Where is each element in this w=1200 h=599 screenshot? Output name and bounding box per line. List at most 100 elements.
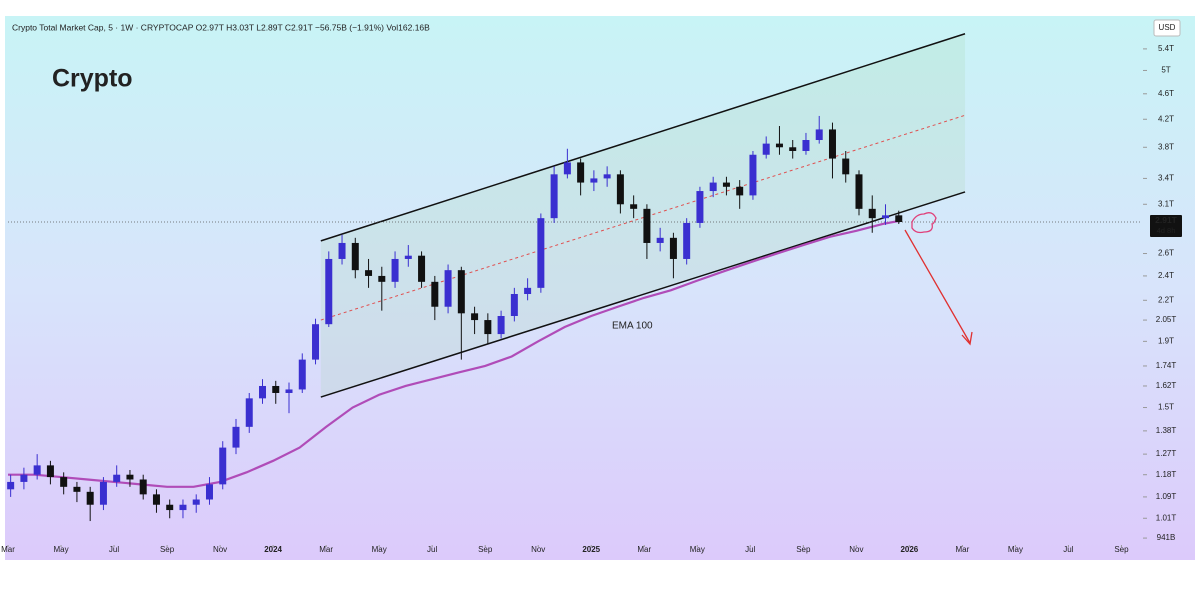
candle-body [815,129,823,141]
candle-body [457,270,465,314]
candle-body [351,242,359,271]
candle-body [683,222,691,259]
candle-body [603,174,611,179]
candle-body [537,218,545,288]
candle-body [510,294,518,317]
candle-body [775,143,783,148]
candle-body [736,186,744,196]
candle-body [232,426,240,448]
last-price-box [1150,214,1182,237]
background [5,16,1195,560]
candle-body [484,320,492,335]
arrow-head [961,331,973,346]
currency-box [1153,19,1181,37]
candle-body [497,316,505,335]
candle-body [245,398,253,427]
x-tick-label: Jul [1063,545,1073,554]
candle-body [99,481,107,505]
x-tick-label: Jul [745,545,755,554]
candle-body [762,143,770,155]
candle-body [338,242,346,259]
x-tick-label: Jul [109,545,119,554]
x-tick-label: Nov [849,545,863,554]
candle-body [577,162,585,183]
x-tick-label: Mar [1,545,15,554]
candle-body [550,174,558,219]
candle-body [46,465,54,478]
ema-line [8,219,899,488]
candle-body [563,162,571,175]
channel-upper [320,33,966,242]
candle-body [7,481,15,490]
y-tick-label: 2.6T [1158,249,1174,258]
y-tick-label: 4.2T [1158,114,1174,123]
plot: 5.4T 5T 4.6T 4.2T 3.8T 3.4T 3.1T 2.6T 2.4T 2.2T 2.… [1,33,1182,554]
candle-body [669,237,677,259]
channel-fill [320,33,966,398]
candle-body [126,474,134,480]
y-tick-label: 5T [1161,66,1170,75]
y-tick-label: 2.2T [1158,295,1174,304]
y-tick-label: 1.01T [1156,513,1177,522]
candle-body [219,447,227,485]
candle-body [696,191,704,223]
y-tick-label: 3.4T [1158,174,1174,183]
x-tick-label: 2024 [264,545,282,554]
candle-body [391,258,399,282]
candle-body [73,486,81,492]
x-tick-label: Jul [427,545,437,554]
x-tick-label: May [372,545,387,554]
x-tick-label: Sep [160,545,175,554]
candle-body [895,215,903,222]
y-tick-label: 1.27T [1156,449,1177,458]
candle-body [789,147,797,151]
x-tick-label: May [53,545,68,554]
header: Crypto Total Market Cap, 5 · 1W · CRYPTO… [12,22,430,32]
chart-title: Crypto [52,65,133,93]
candle-body [431,281,439,307]
candle-body [205,484,213,500]
y-tick-label: 1.9T [1158,336,1174,345]
candle-body [259,385,267,399]
candle-body [643,208,651,243]
candle-body [378,275,386,282]
x-tick-label: Mar [637,545,651,554]
candle-body [855,174,863,209]
candle-body [192,499,200,505]
candle-body [444,270,452,307]
y-tick-label: 1.62T [1156,381,1177,390]
y-tick-label: 4.6T [1158,89,1174,98]
y-tick-label: 5.4T [1158,44,1174,53]
y-tick-label: 1.09T [1156,492,1177,501]
candle-body [749,154,757,196]
y-tick-label: 2.05T [1156,315,1177,324]
candle-body [139,479,147,495]
candle-body [113,474,121,482]
y-tick-label: 1.18T [1156,470,1177,479]
candle-body [802,140,810,151]
candle-body [285,389,293,393]
candle-body [152,494,160,505]
hand-icon [911,212,937,234]
candle-body [179,504,187,511]
x-tick-label: Nov [213,545,227,554]
ema-label: EMA 100 [612,321,653,332]
y-tick-label: 3.8T [1158,142,1174,151]
arrow [904,229,971,344]
currency: USD [1159,23,1176,32]
candle-body [418,255,426,282]
y-tick-label: 2.4T [1158,271,1174,280]
candle-body [881,215,889,219]
last-price-label: 2.91T [1155,215,1178,225]
x-tick-label: Sep [796,545,811,554]
y-tick-label: 1.5T [1158,403,1174,412]
x-tick-label: Nov [531,545,545,554]
candle-body [312,324,320,360]
candle-body [524,287,532,295]
candle-body [404,255,412,259]
y-tick-label: 1.38T [1156,426,1177,435]
candle-body [722,182,730,187]
countdown: 4d 8h [1157,226,1176,235]
candle-body [298,359,306,390]
